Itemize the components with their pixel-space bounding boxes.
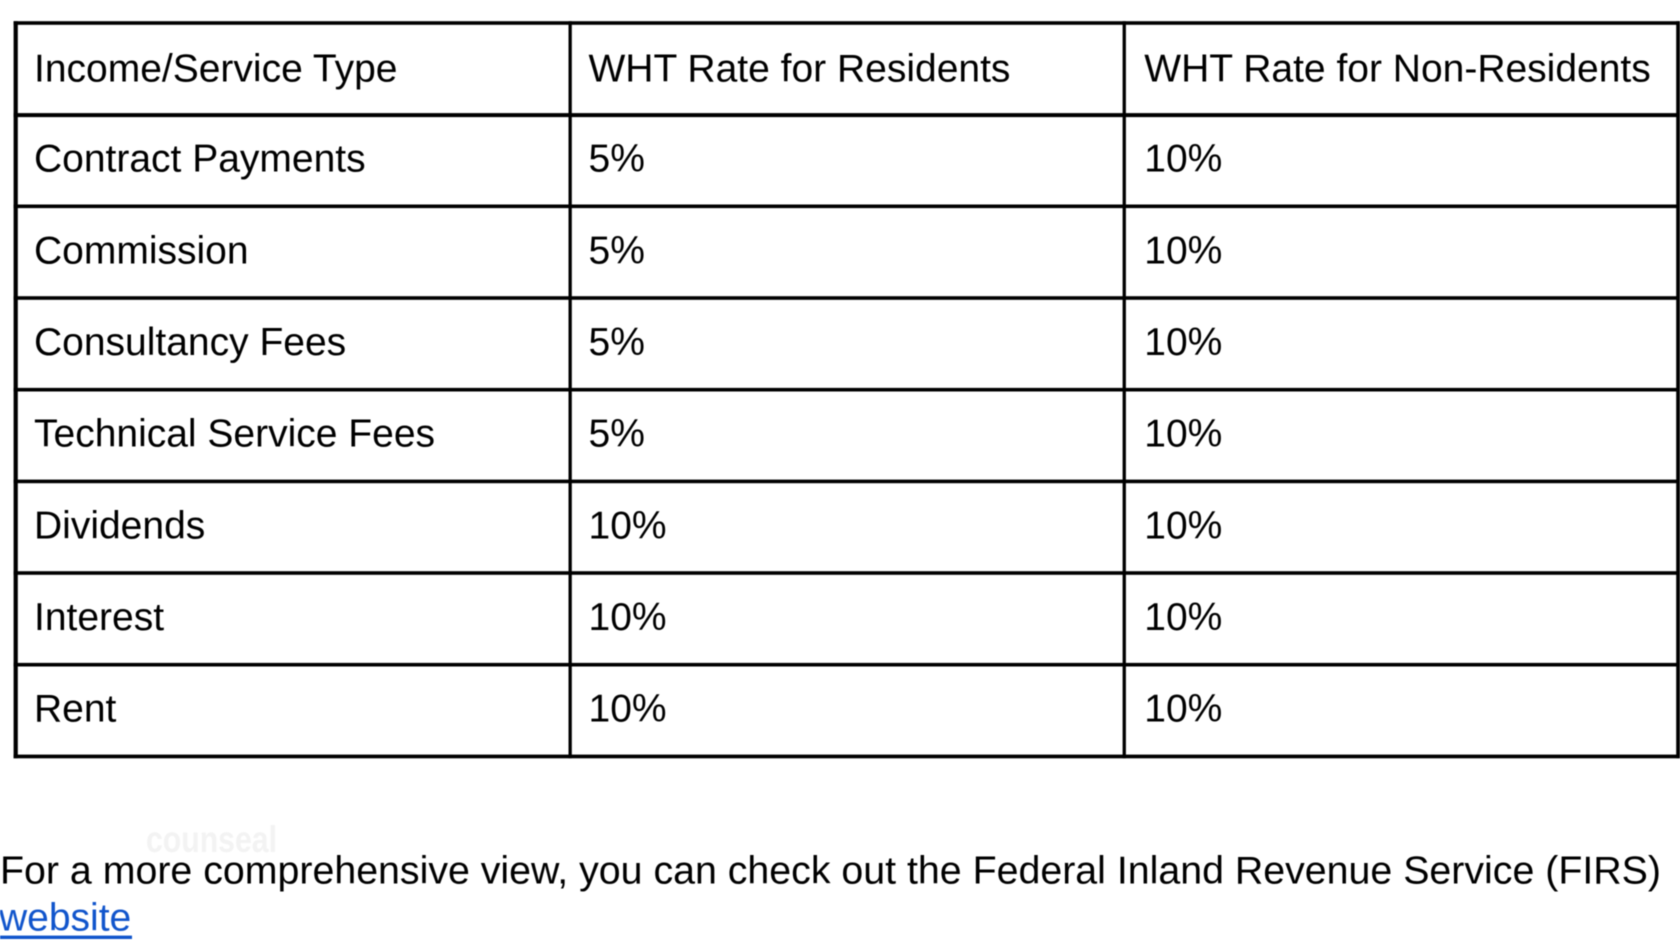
svg-text:5%: 5% — [589, 138, 645, 181]
svg-text:5%: 5% — [589, 229, 645, 272]
svg-text:website: website — [0, 896, 131, 939]
svg-text:10%: 10% — [589, 688, 667, 731]
svg-text:10%: 10% — [1144, 504, 1222, 547]
svg-text:Commission: Commission — [34, 229, 249, 272]
svg-text:5%: 5% — [589, 413, 645, 456]
svg-text:10%: 10% — [589, 596, 667, 639]
svg-text:Dividends: Dividends — [34, 504, 205, 547]
svg-text:Rent: Rent — [34, 688, 117, 731]
svg-text:For a more comprehensive view,: For a more comprehensive view, you can c… — [0, 850, 1661, 893]
svg-text:5%: 5% — [589, 321, 645, 364]
svg-text:counseal: counseal — [146, 819, 277, 860]
svg-text:Income/Service Type: Income/Service Type — [34, 47, 397, 90]
svg-text:Contract Payments: Contract Payments — [34, 138, 366, 181]
svg-text:10%: 10% — [1144, 138, 1222, 181]
svg-text:10%: 10% — [1144, 229, 1222, 272]
svg-text:10%: 10% — [1144, 688, 1222, 731]
svg-text:10%: 10% — [589, 504, 667, 547]
svg-text:Interest: Interest — [34, 596, 164, 639]
svg-text:10%: 10% — [1144, 321, 1222, 364]
svg-text:10%: 10% — [1144, 413, 1222, 456]
svg-text:WHT Rate for Non-Residents: WHT Rate for Non-Residents — [1144, 47, 1650, 90]
svg-text:Technical Service Fees: Technical Service Fees — [34, 413, 435, 456]
svg-text:WHT Rate for Residents: WHT Rate for Residents — [589, 47, 1011, 90]
svg-text:10%: 10% — [1144, 596, 1222, 639]
svg-text:Consultancy Fees: Consultancy Fees — [34, 321, 346, 364]
